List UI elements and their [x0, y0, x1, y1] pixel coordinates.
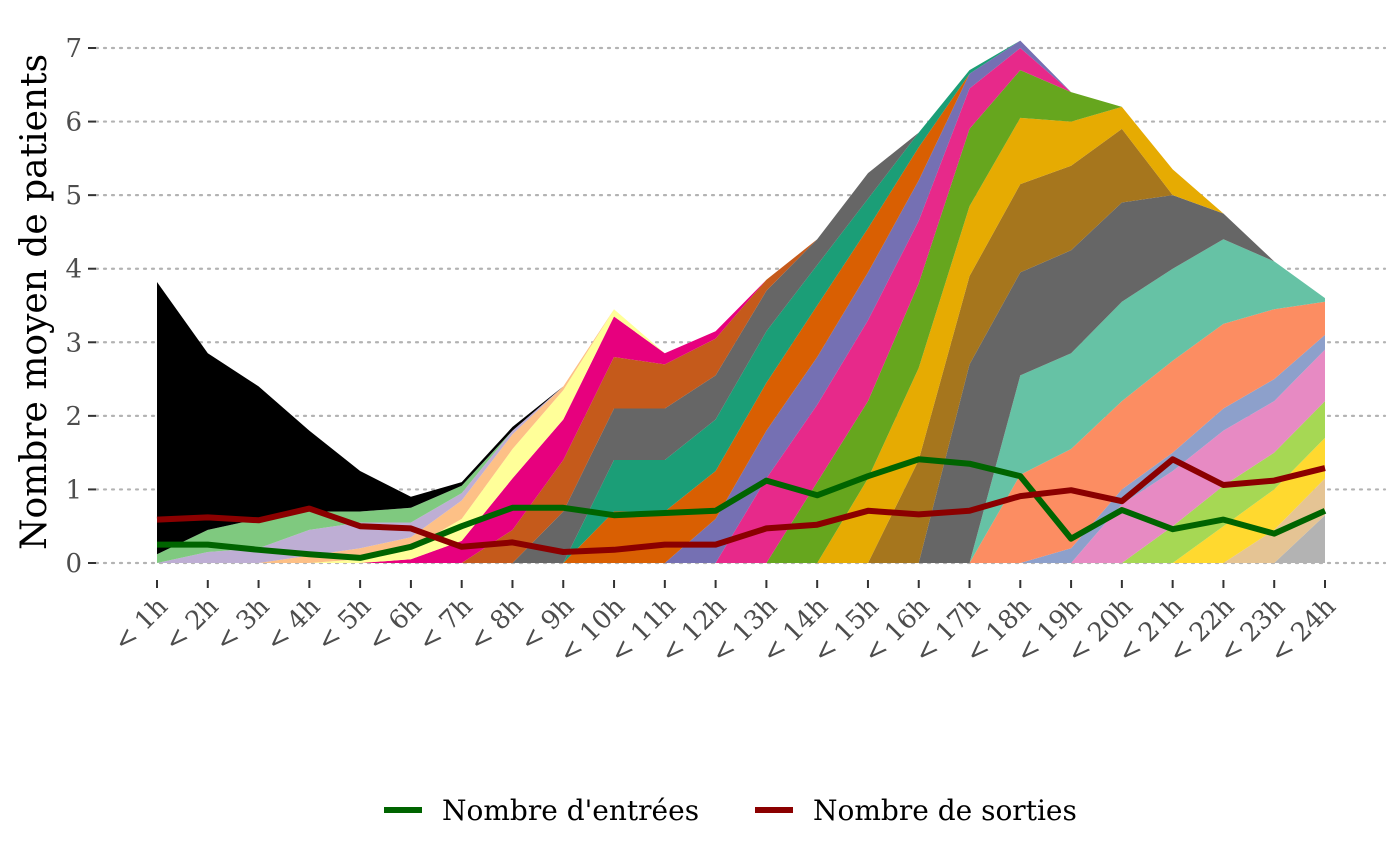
y-tick-label: 3 [65, 328, 82, 358]
x-tick-label: < 1h [108, 592, 174, 658]
y-tick-label: 0 [65, 549, 82, 579]
legend: Nombre d'entrées Nombre de sorties [384, 794, 1077, 827]
y-tick-label: 2 [65, 402, 82, 432]
area-band-2 [157, 437, 1325, 563]
x-tick-label: < 3h [210, 592, 276, 658]
x-tick-label: < 4h [260, 592, 326, 658]
area-band-7 [157, 239, 1325, 564]
area-band-23 [157, 40, 1325, 555]
stacked-areas [157, 40, 1325, 564]
x-axis: < 1h< 2h< 3h< 4h< 5h< 6h< 7h< 8h< 9h< 10… [108, 580, 1342, 669]
y-tick-label: 6 [65, 108, 82, 138]
area-band-9 [157, 128, 1325, 563]
y-tick-label: 1 [65, 475, 82, 505]
legend-label-0: Nombre d'entrées [442, 794, 699, 827]
area-band-8 [157, 195, 1325, 563]
x-tick-label: < 7h [413, 592, 479, 658]
line-sorties [156, 456, 1326, 555]
line-entrees [157, 456, 1327, 561]
x-tick-label: < 6h [362, 592, 428, 658]
series-lines [156, 456, 1327, 561]
x-tick-label: < 5h [311, 592, 377, 658]
y-axis-title: Nombre moyen de patients [14, 54, 55, 550]
x-tick-label: < 2h [159, 592, 225, 658]
area-band-14 [157, 40, 1325, 564]
area-band-6 [157, 301, 1325, 563]
y-tick-label: 7 [65, 34, 82, 64]
x-tick-label: < 8h [463, 592, 529, 658]
y-tick-label: 4 [65, 255, 82, 285]
y-axis: 0 1 2 3 4 5 6 7 [65, 34, 96, 579]
legend-label-1: Nombre de sorties [813, 794, 1077, 827]
y-tick-label: 5 [65, 181, 82, 211]
